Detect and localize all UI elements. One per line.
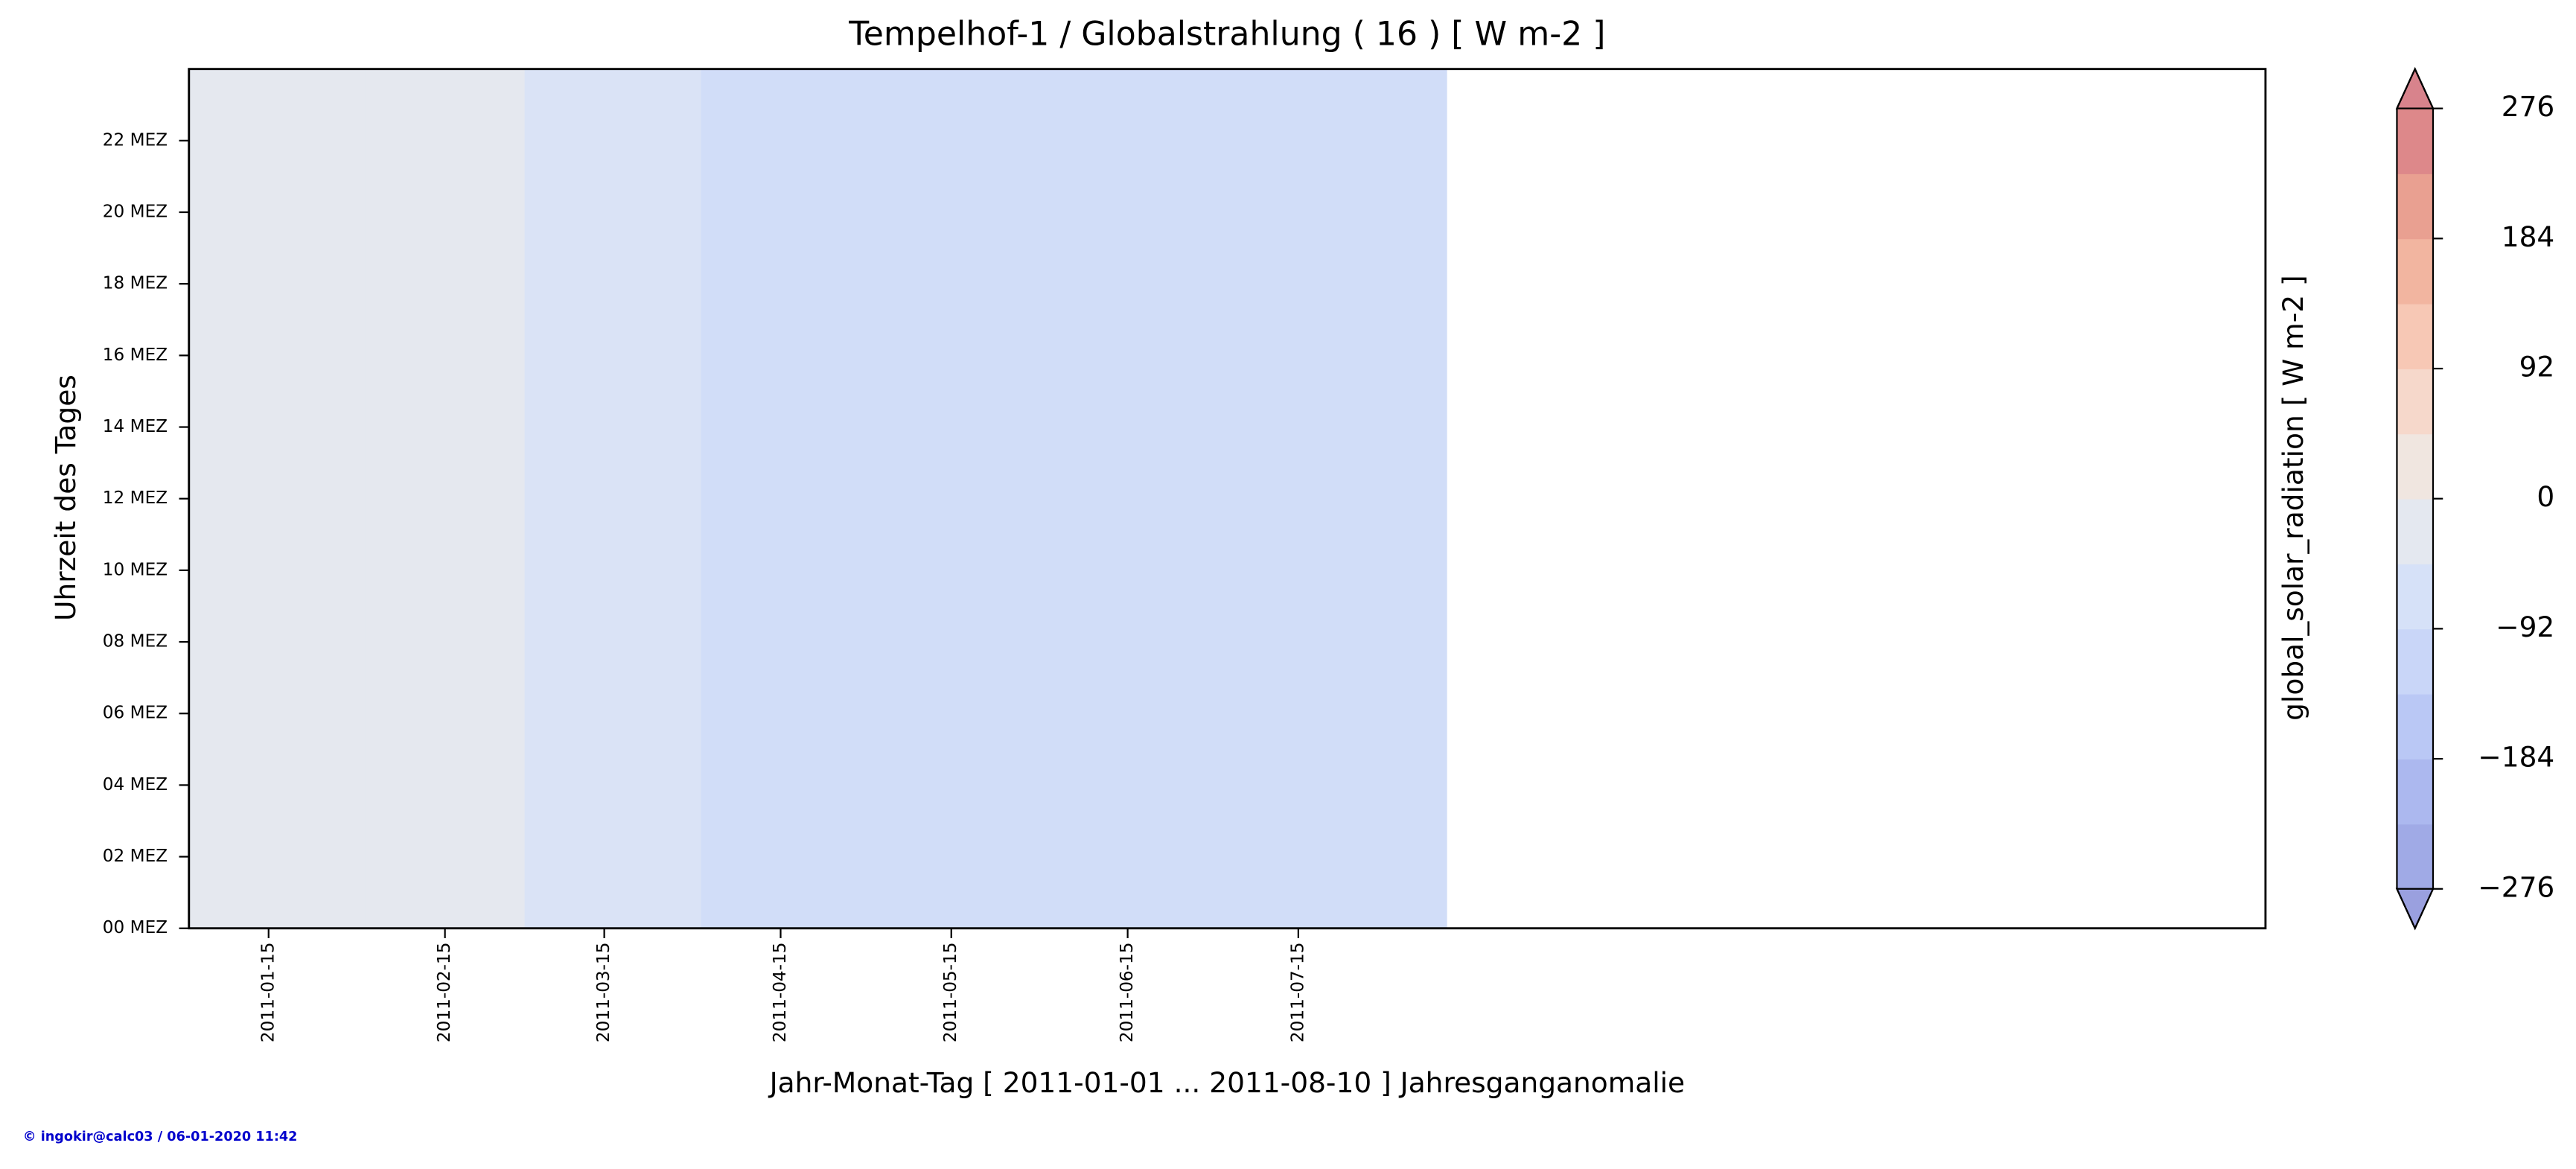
y-tick-label: 04 MEZ	[103, 775, 168, 794]
colorbar-tick-label: 276	[2502, 90, 2555, 123]
colorbar-band	[2397, 303, 2434, 369]
colorbar-tick-label: 92	[2519, 351, 2555, 383]
y-tick-label: 18 MEZ	[103, 274, 168, 293]
colorbar-band	[2397, 628, 2434, 695]
colorbar-over	[2395, 67, 2435, 109]
heatmap-cell	[524, 69, 702, 928]
x-tick-label: 2011-06-15	[1118, 943, 1137, 1043]
heatmap-cell	[871, 69, 1049, 928]
x-tick-label: 2011-07-15	[1288, 943, 1307, 1043]
colorbar-band	[2397, 173, 2434, 240]
x-axis-label: Jahr-Monat-Tag [ 2011-01-01 ... 2011-08-…	[768, 1066, 1686, 1099]
colorbar-tick-label: −184	[2478, 741, 2554, 774]
colorbar-band	[2397, 824, 2434, 890]
x-tick-label: 2011-03-15	[594, 943, 613, 1043]
colorbar-band	[2397, 369, 2434, 435]
heatmap-cell	[188, 69, 366, 928]
heatmap-cell	[365, 69, 526, 928]
colorbar-band	[2397, 564, 2434, 630]
y-tick-label: 16 MEZ	[103, 345, 168, 365]
y-tick-label: 00 MEZ	[103, 918, 168, 937]
y-tick-label: 12 MEZ	[103, 488, 168, 508]
y-tick-label: 22 MEZ	[103, 130, 168, 150]
y-tick-label: 06 MEZ	[103, 704, 168, 723]
colorbar-label: global_solar_radiation [ W m-2 ]	[2277, 275, 2309, 721]
heatmap-cell	[1218, 69, 1396, 928]
colorbar-tick-label: −92	[2496, 611, 2554, 643]
heatmap-cell	[1394, 69, 1447, 928]
chart-title: Tempelhof-1 / Globalstrahlung ( 16 ) [ W…	[848, 16, 1605, 54]
y-tick-label: 08 MEZ	[103, 632, 168, 652]
y-tick-label: 20 MEZ	[103, 203, 168, 222]
colorbar-tick-label: 0	[2537, 480, 2554, 513]
colorbar-band	[2397, 108, 2434, 174]
colorbar-tick-label: 184	[2502, 220, 2555, 253]
colorbar-band	[2397, 693, 2434, 759]
colorbar-under	[2395, 888, 2435, 931]
heatmap-cell	[1048, 69, 1220, 928]
colorbar-tick-label: −276	[2478, 870, 2554, 903]
x-tick-label: 2011-02-15	[435, 943, 454, 1043]
colorbar-band	[2397, 433, 2434, 500]
colorbar-band	[2397, 759, 2434, 825]
y-tick-label: 14 MEZ	[103, 417, 168, 436]
y-tick-label: 10 MEZ	[103, 560, 168, 579]
colorbar-band	[2397, 498, 2434, 564]
x-tick-label: 2011-05-15	[941, 943, 960, 1043]
y-tick-label: 02 MEZ	[103, 847, 168, 866]
x-tick-label: 2011-04-15	[771, 943, 790, 1043]
x-tick-label: 2011-01-15	[258, 943, 278, 1043]
y-axis-label: Uhrzeit des Tages	[49, 375, 82, 621]
colorbar-band	[2397, 238, 2434, 305]
footer: © ingokir@calc03 / 06-01-2020 11:42	[23, 1130, 298, 1144]
heatmap-cell	[701, 69, 873, 928]
